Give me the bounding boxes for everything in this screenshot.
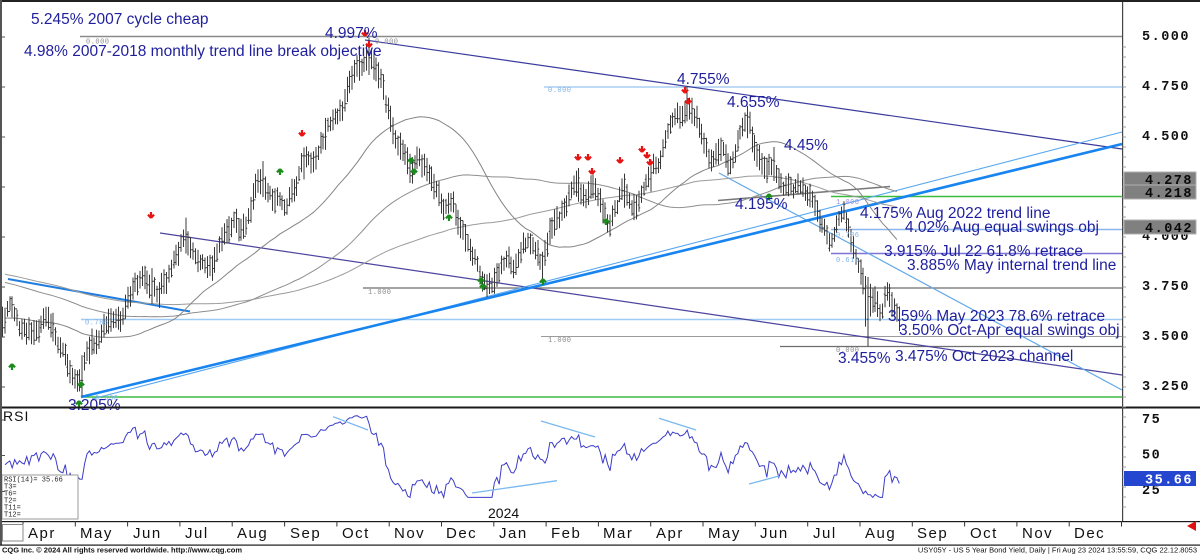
svg-text:0.000: 0.000 bbox=[95, 395, 119, 403]
svg-text:May: May bbox=[80, 525, 113, 542]
svg-text:May: May bbox=[708, 525, 741, 542]
svg-text:Nov: Nov bbox=[1022, 525, 1053, 542]
svg-text:Nov: Nov bbox=[394, 525, 425, 542]
svg-text:4.98% 2007-2018 monthly trend: 4.98% 2007-2018 monthly trend line break… bbox=[24, 43, 382, 60]
svg-text:4.218: 4.218 bbox=[1145, 187, 1193, 202]
svg-text:Oct: Oct bbox=[342, 525, 370, 542]
svg-text:3.59% May 2023 78.6% retrace: 3.59% May 2023 78.6% retrace bbox=[888, 308, 1105, 325]
svg-text:Sep: Sep bbox=[290, 525, 321, 542]
svg-text:3.475% Oct 2023 channel: 3.475% Oct 2023 channel bbox=[895, 348, 1073, 365]
svg-text:Apr: Apr bbox=[656, 525, 684, 542]
svg-text:4.997%: 4.997% bbox=[325, 25, 378, 42]
svg-text:0.000: 0.000 bbox=[548, 87, 572, 95]
svg-text:Mar: Mar bbox=[603, 525, 633, 542]
svg-text:T6=: T6= bbox=[4, 491, 17, 499]
svg-text:4.750: 4.750 bbox=[1142, 80, 1190, 95]
svg-text:1.000: 1.000 bbox=[548, 337, 572, 345]
svg-text:3.750: 3.750 bbox=[1142, 280, 1190, 295]
svg-text:3.205%: 3.205% bbox=[68, 397, 121, 414]
svg-text:1.000: 1.000 bbox=[836, 199, 860, 207]
svg-text:0.618: 0.618 bbox=[836, 257, 860, 265]
svg-text:25: 25 bbox=[1142, 484, 1161, 499]
svg-text:3.50% Oct-Apr equal swings obj: 3.50% Oct-Apr equal swings obj bbox=[899, 322, 1120, 339]
svg-text:4.500: 4.500 bbox=[1142, 130, 1190, 145]
svg-text:4.02% Aug equal swings obj: 4.02% Aug equal swings obj bbox=[905, 219, 1099, 236]
svg-text:0.000: 0.000 bbox=[375, 39, 399, 47]
svg-text:Aug: Aug bbox=[865, 525, 896, 542]
svg-text:Jun: Jun bbox=[760, 525, 789, 542]
svg-text:5.000: 5.000 bbox=[1142, 30, 1190, 45]
svg-text:RSI(14)= 35.66: RSI(14)= 35.66 bbox=[4, 477, 63, 485]
svg-text:4.45%: 4.45% bbox=[784, 137, 828, 154]
svg-text:4.175% Aug 2022 trend line: 4.175% Aug 2022 trend line bbox=[860, 205, 1050, 222]
svg-text:Jun: Jun bbox=[133, 525, 162, 542]
svg-text:Aug: Aug bbox=[237, 525, 268, 542]
svg-text:Jul: Jul bbox=[813, 525, 837, 542]
svg-text:3.250: 3.250 bbox=[1142, 380, 1190, 395]
svg-text:0.786: 0.786 bbox=[85, 320, 109, 328]
svg-text:35.66: 35.66 bbox=[1145, 474, 1193, 489]
svg-text:USY05Y - US 5 Year Bond Yield,: USY05Y - US 5 Year Bond Yield, Daily | F… bbox=[918, 546, 1197, 554]
svg-text:Oct: Oct bbox=[970, 525, 998, 542]
svg-text:50: 50 bbox=[1142, 449, 1161, 464]
svg-text:0.000: 0.000 bbox=[836, 347, 860, 355]
svg-text:0.786: 0.786 bbox=[836, 232, 860, 240]
svg-text:3.500: 3.500 bbox=[1142, 330, 1190, 345]
svg-text:4.195%: 4.195% bbox=[735, 196, 788, 213]
svg-text:Dec: Dec bbox=[1074, 525, 1105, 542]
svg-text:Jul: Jul bbox=[185, 525, 209, 542]
svg-text:Feb: Feb bbox=[551, 525, 581, 542]
svg-text:75: 75 bbox=[1142, 413, 1161, 428]
svg-text:5.245% 2007 cycle cheap: 5.245% 2007 cycle cheap bbox=[31, 11, 209, 28]
svg-text:T11=: T11= bbox=[4, 505, 21, 513]
svg-text:0.000: 0.000 bbox=[86, 39, 110, 47]
svg-text:1.000: 1.000 bbox=[368, 289, 392, 297]
svg-text:3.455%: 3.455% bbox=[838, 350, 891, 367]
svg-text:Dec: Dec bbox=[446, 525, 477, 542]
svg-text:4.042: 4.042 bbox=[1145, 222, 1193, 237]
svg-text:Apr: Apr bbox=[28, 525, 56, 542]
svg-text:T12=: T12= bbox=[4, 512, 21, 520]
svg-text:Jan: Jan bbox=[499, 525, 528, 542]
svg-text:T2=: T2= bbox=[4, 498, 17, 506]
svg-text:Sep: Sep bbox=[917, 525, 948, 542]
svg-text:3.885% May internal trend line: 3.885% May internal trend line bbox=[907, 257, 1116, 274]
svg-text:CQG Inc. © 2024 All rights res: CQG Inc. © 2024 All rights reserved worl… bbox=[2, 546, 242, 554]
svg-text:2024: 2024 bbox=[488, 505, 519, 521]
svg-text:4.755%: 4.755% bbox=[677, 71, 730, 88]
svg-text:3.915% Jul 22 61.8% retrace: 3.915% Jul 22 61.8% retrace bbox=[884, 243, 1083, 260]
svg-text:RSI: RSI bbox=[3, 408, 29, 424]
svg-text:4.655%: 4.655% bbox=[727, 94, 780, 111]
svg-text:T3=: T3= bbox=[4, 484, 17, 492]
